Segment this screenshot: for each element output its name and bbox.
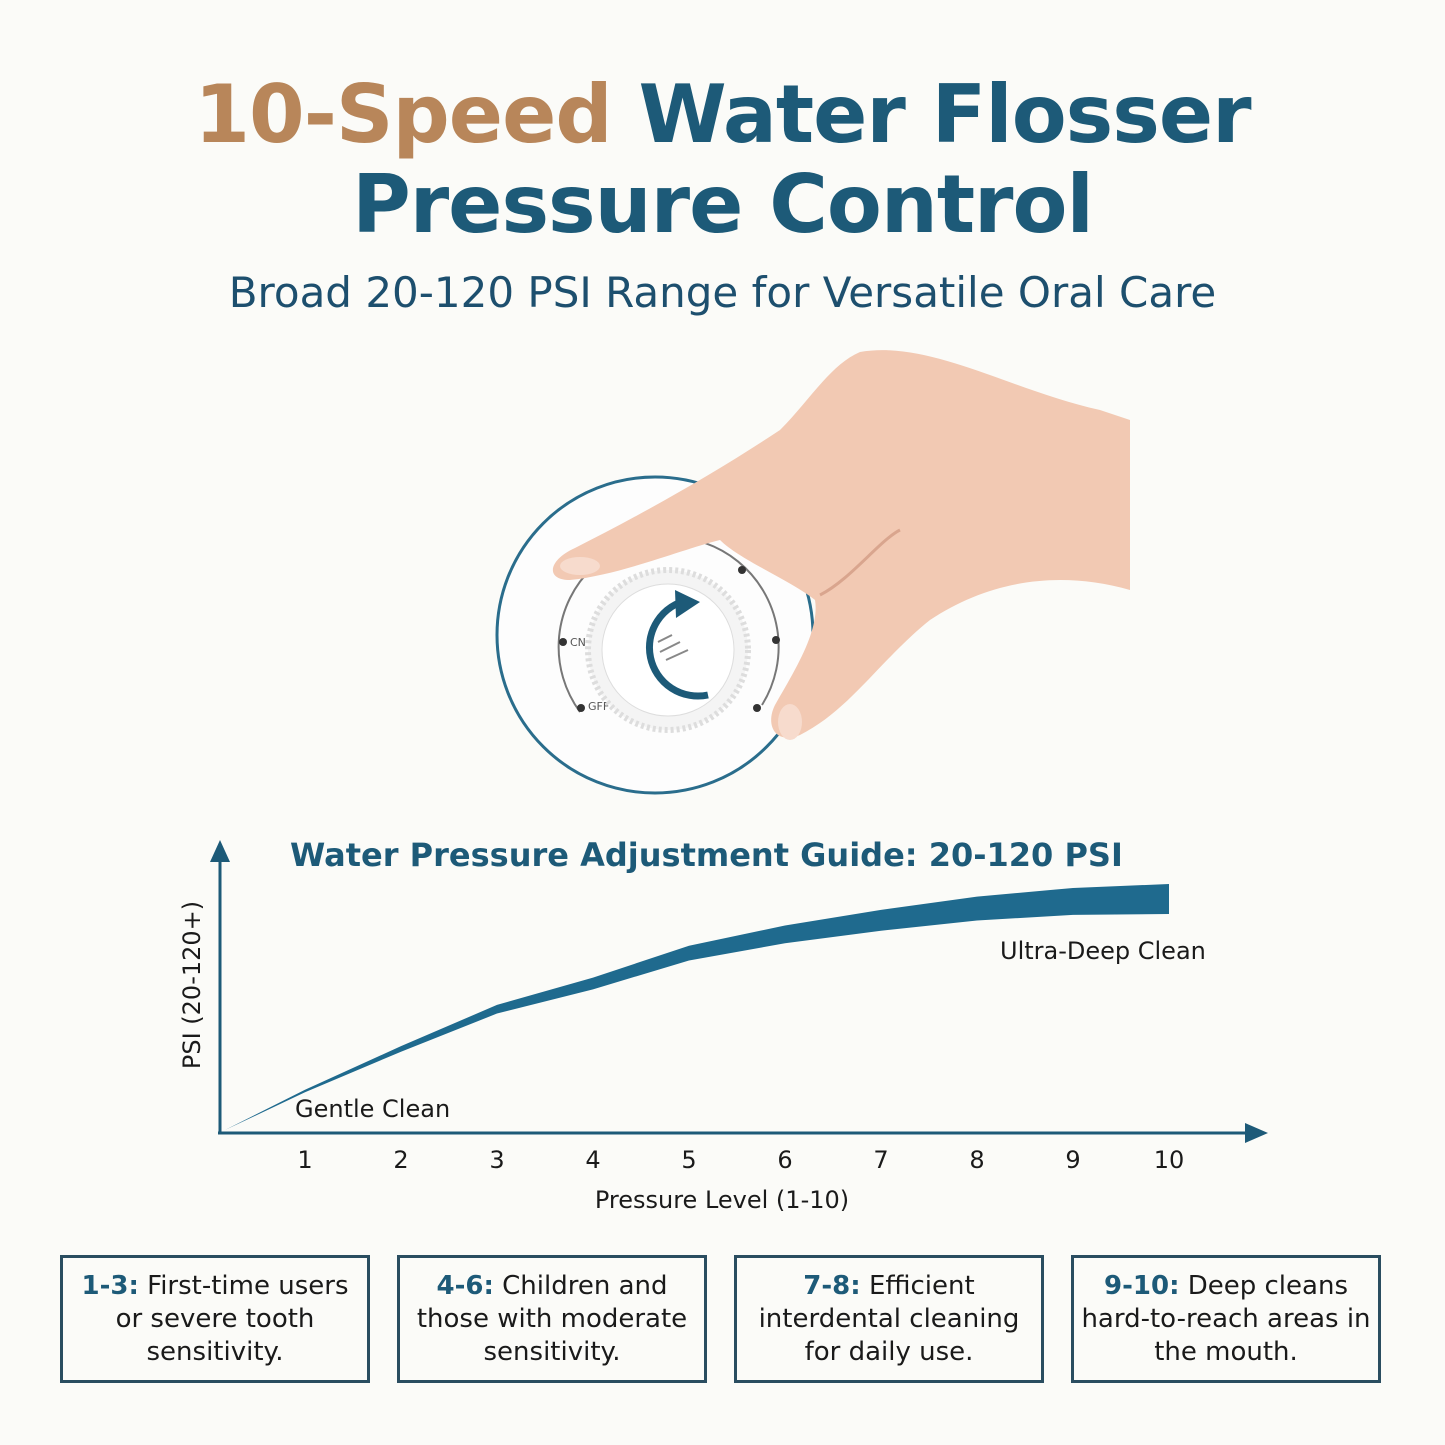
guide-text: First-time users or severe tooth sensiti… (115, 1270, 349, 1367)
dial-marker (772, 636, 780, 644)
hand-illustration (552, 350, 1130, 740)
rotate-clockwise-arrow-icon (645, 596, 709, 700)
x-tick-label: 3 (489, 1146, 504, 1174)
x-tick-label: 9 (1065, 1146, 1080, 1174)
dial-marker (577, 704, 585, 712)
x-tick-label: 10 (1154, 1146, 1185, 1174)
annotation-ultra-deep-clean: Ultra-Deep Clean (1000, 937, 1206, 965)
x-tick-label: 1 (297, 1146, 312, 1174)
guide-box-1-3: 1-3: First-time users or severe tooth se… (60, 1255, 370, 1383)
guide-range: 1-3: (81, 1270, 139, 1301)
annotation-gentle-clean: Gentle Clean (295, 1095, 450, 1123)
title-accent: 10-Speed (194, 68, 612, 161)
guide-text: Children and those with moderate sensiti… (416, 1270, 688, 1367)
pressure-curve (225, 884, 1169, 1130)
guide-text: Deep cleans hard-to-reach areas in the m… (1081, 1270, 1371, 1367)
y-axis-arrow-icon (210, 840, 230, 862)
page-title-line2: Pressure Control (352, 158, 1094, 251)
y-axis-label: PSI (20-120+) (178, 901, 206, 1069)
dial-label-off: GFF (588, 700, 609, 713)
guide-text: Efficient interdental cleaning for daily… (758, 1270, 1020, 1367)
x-tick-label: 4 (585, 1146, 600, 1174)
guide-range: 4-6: (436, 1270, 494, 1301)
page-subtitle: Broad 20-120 PSI Range for Versatile Ora… (228, 268, 1217, 317)
guide-box-7-8: 7-8: Efficient interdental cleaning for … (734, 1255, 1044, 1383)
x-axis-label: Pressure Level (1-10) (595, 1186, 849, 1214)
guide-box-9-10: 9-10: Deep cleans hard-to-reach areas in… (1071, 1255, 1381, 1383)
title-rest: Water Flosser (638, 68, 1251, 161)
knob-grip-icon (657, 634, 689, 661)
chart-title: Water Pressure Adjustment Guide: 20-120 … (290, 836, 1123, 874)
x-tick-label: 7 (873, 1146, 888, 1174)
dial-marker (753, 704, 761, 712)
dial-marker (559, 638, 567, 646)
x-axis-arrow-icon (1245, 1123, 1268, 1143)
dial-label-on: CN (570, 636, 586, 649)
x-tick-label: 6 (777, 1146, 792, 1174)
dial-illustration: CN GFF (495, 350, 1130, 795)
x-tick-label: 2 (393, 1146, 408, 1174)
guide-box-4-6: 4-6: Children and those with moderate se… (397, 1255, 707, 1383)
x-tick-label: 8 (969, 1146, 984, 1174)
x-tick-label: 5 (681, 1146, 696, 1174)
guide-range: 9-10: (1104, 1270, 1180, 1301)
page-title: 10-Speed Water Flosser (0, 75, 1445, 155)
dial-marker (738, 566, 746, 574)
guide-range: 7-8: (803, 1270, 861, 1301)
pressure-chart: 1 2 3 4 5 6 7 8 9 10 Gentle Clean Ultra-Deep Clea… (178, 840, 1268, 1214)
